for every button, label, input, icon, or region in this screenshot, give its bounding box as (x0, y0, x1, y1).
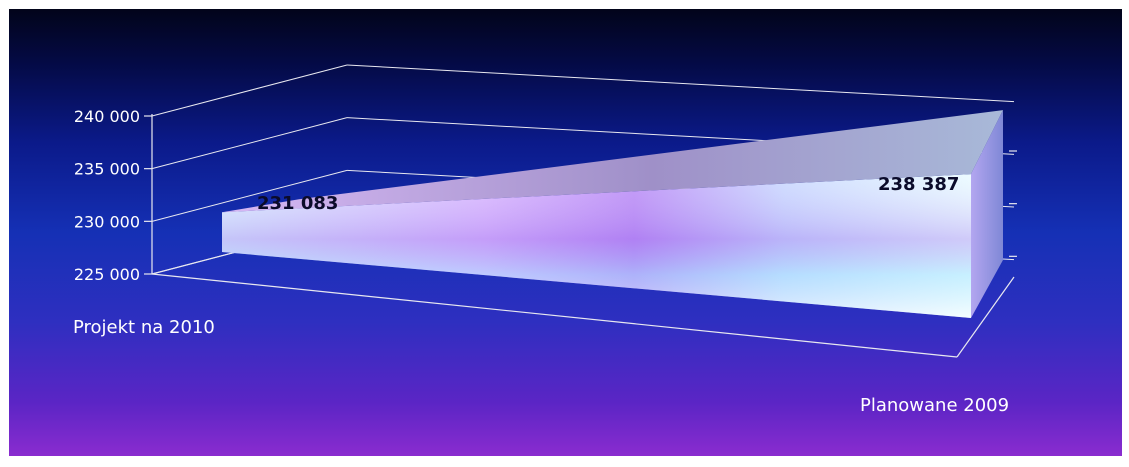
gridline-side (151, 64, 348, 117)
category-label-0: Projekt na 2010 (73, 317, 215, 338)
gridline-back (346, 64, 1015, 103)
y-tick-label: 230 000 (74, 212, 140, 231)
area-top-face (222, 110, 1003, 213)
area-series (222, 110, 1003, 318)
x-axis (151, 273, 958, 358)
y-tick-label: 225 000 (74, 265, 140, 284)
data-label-0: 231 083 (257, 193, 338, 214)
y-tick-label: 240 000 (74, 107, 140, 126)
area-front-shade (222, 174, 971, 318)
y-tick-label: 235 000 (74, 160, 140, 179)
x-axis-depth (956, 276, 1015, 358)
area-side-face (971, 110, 1003, 318)
chart-canvas: 225 000 230 000 235 000 240 000 231 083 238 3… (73, 64, 1017, 416)
gridline-side (151, 117, 348, 170)
data-label-1: 238 387 (878, 174, 959, 195)
category-label-1: Planowane 2009 (860, 395, 1009, 416)
gridline-side (151, 169, 348, 222)
labels: 225 000 230 000 235 000 240 000 231 083 238 3… (73, 107, 1009, 416)
chart-area: 225 000 230 000 235 000 240 000 231 083 238 3… (9, 9, 1122, 456)
